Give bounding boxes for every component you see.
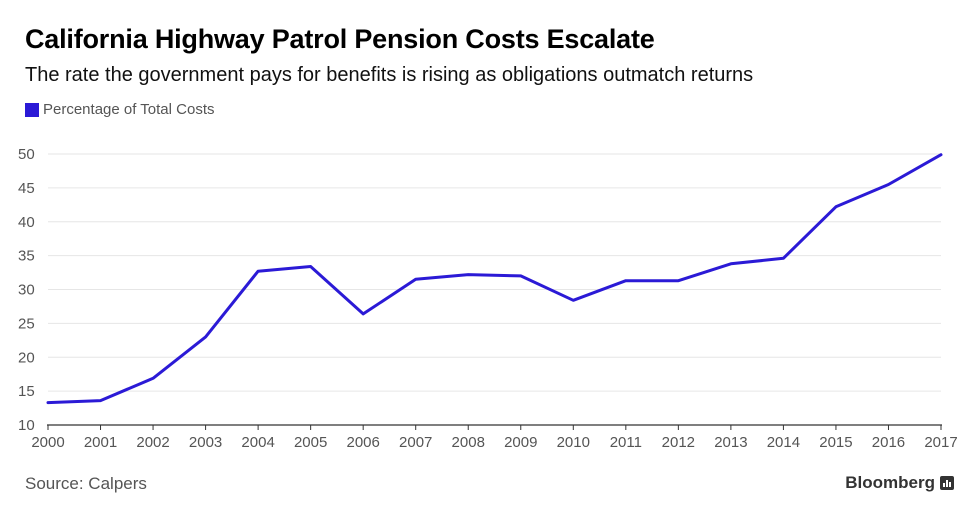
x-tick-label: 2017	[924, 434, 957, 451]
x-tick-label: 2016	[872, 434, 905, 451]
y-tick-label: 40	[18, 214, 35, 231]
x-tick-label: 2007	[399, 434, 432, 451]
legend: Percentage of Total Costs	[25, 101, 215, 118]
x-tick-label: 2011	[610, 434, 642, 451]
x-tick-label: 2015	[819, 434, 852, 451]
brand-name: Bloomberg	[845, 473, 935, 492]
x-tick-label: 2012	[662, 434, 695, 451]
y-tick-label: 35	[18, 248, 35, 265]
y-tick-label: 15	[18, 383, 35, 400]
x-tick-label: 2003	[189, 434, 222, 451]
y-tick-label: 10	[18, 417, 35, 434]
x-tick-label: 2006	[346, 434, 379, 451]
series-layer	[46, 153, 943, 405]
chart-subtitle: The rate the government pays for benefit…	[25, 64, 754, 86]
bloomberg-logo: Bloomberg	[845, 473, 954, 493]
x-tick-label: 2002	[136, 434, 169, 451]
y-tick-label: 50	[18, 146, 35, 163]
y-tick-label: 25	[18, 315, 35, 332]
x-tick-label: 2010	[557, 434, 590, 451]
y-tick-label: 20	[18, 349, 35, 366]
grid-lines	[48, 153, 941, 392]
x-tick-label: 2005	[294, 434, 327, 451]
legend-swatch	[25, 102, 39, 117]
chart-title: California Highway Patrol Pension Costs …	[25, 24, 655, 54]
x-tick-label: 2000	[31, 434, 64, 451]
legend-label: Percentage of Total Costs	[43, 101, 215, 118]
series-line	[46, 153, 943, 405]
x-tick-label: 2001	[84, 434, 117, 451]
x-axis-ticks: 2000 2001 2002 2003 2004 2005 2006 2007 2008 2009…	[31, 425, 958, 451]
source-note: Source: Calpers	[25, 474, 147, 493]
x-tick-label: 2009	[504, 434, 537, 451]
bar-chart-icon	[940, 476, 954, 490]
y-tick-label: 30	[18, 282, 35, 299]
x-tick-label: 2014	[767, 434, 800, 451]
x-tick-label: 2013	[714, 434, 747, 451]
x-tick-label: 2008	[452, 434, 485, 451]
y-tick-label: 45	[18, 180, 35, 197]
x-tick-label: 2004	[241, 434, 274, 451]
y-axis-ticks: 10 15 20 25 30 35 40 45 50	[18, 146, 35, 434]
